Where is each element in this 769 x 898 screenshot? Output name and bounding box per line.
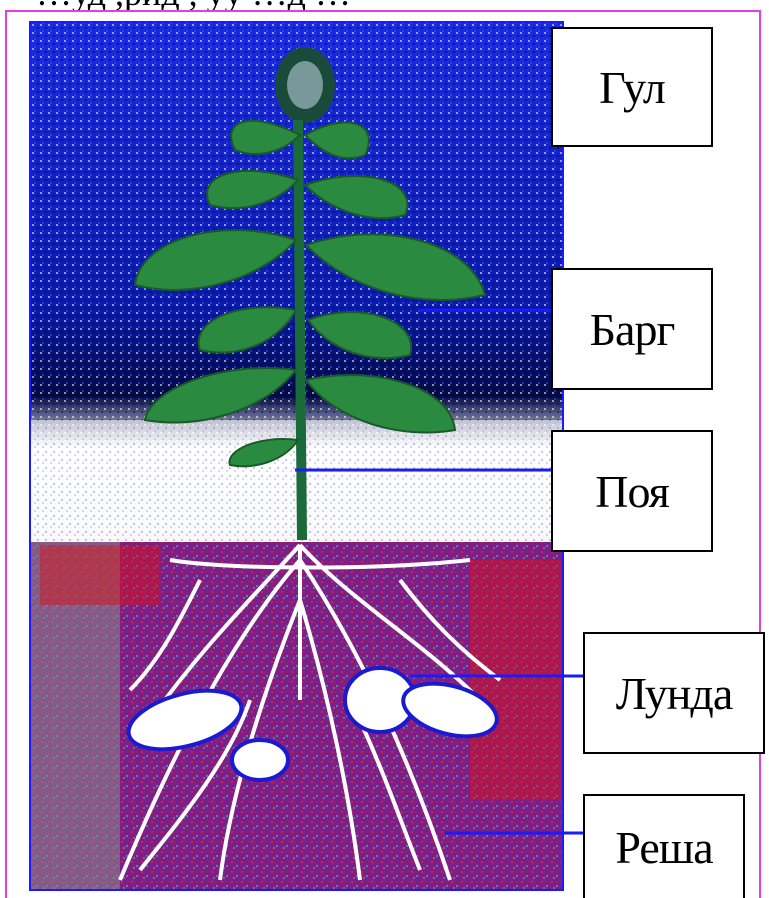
label-leaf: Барг <box>551 268 713 390</box>
label-root-text: Реша <box>615 821 713 873</box>
label-root: Реша <box>583 794 745 898</box>
label-flower-text: Гул <box>599 61 666 113</box>
stem-shape <box>293 119 307 541</box>
label-flower: Гул <box>551 27 713 147</box>
label-stem-text: Поя <box>595 465 670 517</box>
cropped-header-text: …уд ,рид , уу …д … <box>0 0 769 10</box>
label-tuber: Лунда <box>583 632 765 754</box>
label-stem: Поя <box>551 430 713 552</box>
tubers <box>126 666 499 782</box>
label-leaf-text: Барг <box>589 303 676 355</box>
label-tuber-text: Лунда <box>615 667 733 719</box>
header-fragment: …уд ,рид , уу …д … <box>36 0 351 10</box>
flower-head <box>275 47 335 123</box>
leaves <box>133 119 487 468</box>
page-frame <box>5 10 761 898</box>
